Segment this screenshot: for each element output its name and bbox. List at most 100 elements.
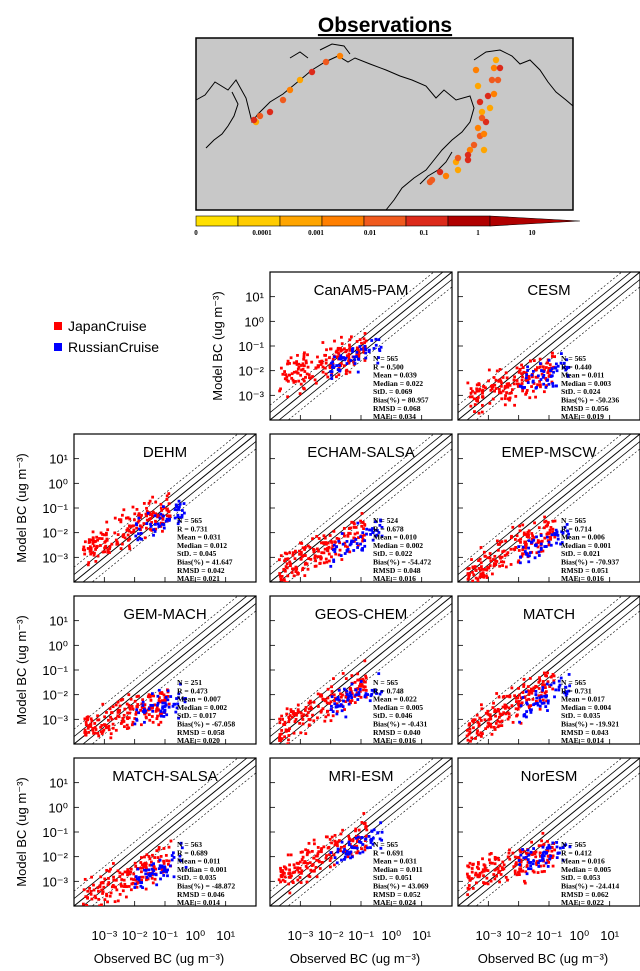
data-point-japan (102, 533, 106, 537)
data-point-russian (524, 855, 528, 859)
data-point-russian (523, 550, 527, 553)
data-point-japan (116, 711, 120, 714)
colorbar-segment (321, 215, 365, 227)
data-point-japan (279, 866, 282, 870)
data-point-japan (108, 547, 112, 550)
data-point-japan (134, 712, 138, 716)
data-point-japan (496, 707, 500, 711)
legend: JapanCruise RussianCruise (54, 318, 159, 355)
data-point-russian (145, 876, 149, 879)
data-point-japan (467, 865, 471, 869)
data-point-russian (346, 698, 350, 702)
data-point-russian (148, 874, 152, 878)
cruise-track-point (480, 130, 488, 138)
data-point-japan (307, 373, 311, 377)
data-point-japan (356, 531, 359, 535)
data-point-russian (539, 548, 543, 551)
factor-line-upper (458, 758, 632, 899)
data-point-russian (523, 713, 527, 716)
data-point-russian (177, 696, 180, 700)
data-point-japan (499, 873, 503, 876)
factor-line-lower (466, 279, 640, 420)
data-point-japan (530, 840, 534, 844)
data-point-japan (517, 705, 521, 708)
data-point-russian (369, 841, 373, 844)
data-point-russian (343, 687, 346, 691)
data-point-russian (532, 703, 535, 707)
data-point-japan (167, 502, 171, 506)
data-point-japan (349, 335, 353, 339)
data-point-japan (140, 856, 143, 859)
data-point-japan (130, 723, 134, 727)
data-point-russian (531, 379, 535, 383)
data-point-russian (150, 863, 154, 867)
data-point-japan (145, 853, 149, 857)
y-axis-label: Model BC (ug m⁻³) (14, 777, 29, 886)
data-point-japan (133, 518, 136, 522)
panel-stat: Median = 0.012 (177, 541, 227, 550)
data-point-japan (108, 545, 112, 548)
data-point-japan (325, 348, 328, 352)
cruise-track-point (474, 82, 482, 90)
data-point-japan (531, 851, 535, 855)
data-point-russian (158, 516, 162, 520)
data-point-japan (160, 699, 164, 703)
data-point-japan (150, 521, 154, 524)
data-point-japan (483, 568, 487, 571)
data-point-japan (540, 690, 544, 694)
panel-title: MRI-ESM (329, 768, 394, 785)
data-point-russian (335, 712, 339, 716)
data-point-japan (152, 511, 155, 515)
data-point-russian (556, 852, 560, 855)
data-point-japan (550, 849, 554, 853)
data-point-japan (363, 332, 367, 335)
data-point-japan (287, 729, 291, 733)
data-point-japan (143, 855, 146, 859)
data-point-russian (332, 543, 336, 547)
data-point-japan (363, 845, 367, 849)
data-point-japan (468, 395, 472, 399)
data-point-japan (475, 865, 479, 869)
data-point-russian (158, 858, 162, 862)
data-point-russian (545, 682, 549, 686)
data-point-japan (99, 730, 103, 734)
data-point-japan (104, 531, 108, 535)
data-point-japan (122, 713, 126, 717)
data-point-japan (83, 731, 87, 734)
data-point-russian (171, 851, 175, 855)
data-point-japan (518, 368, 522, 372)
data-point-japan (285, 707, 289, 711)
data-point-japan (147, 855, 151, 858)
data-point-russian (525, 710, 528, 713)
data-point-japan (306, 353, 309, 357)
data-point-japan (520, 701, 524, 705)
data-point-russian (140, 537, 143, 541)
data-point-japan (299, 731, 303, 735)
data-point-japan (101, 890, 105, 894)
data-point-japan (299, 550, 303, 554)
data-point-japan (547, 535, 551, 539)
data-point-japan (346, 545, 349, 549)
y-tick-label: 10⁻³ (42, 712, 68, 727)
data-point-japan (91, 728, 95, 732)
data-point-japan (300, 869, 304, 873)
data-point-japan (131, 720, 135, 724)
data-point-russian (135, 718, 139, 722)
factor-line-upper-dotted (74, 434, 239, 568)
data-point-russian (537, 554, 541, 557)
data-point-japan (338, 548, 342, 552)
data-point-japan (314, 564, 318, 568)
cruise-track-point (478, 108, 486, 116)
data-point-japan (547, 366, 551, 370)
data-point-japan (523, 879, 526, 883)
data-point-russian (152, 528, 155, 532)
data-point-japan (150, 512, 154, 516)
cruise-track-point (484, 92, 492, 100)
data-point-japan (96, 731, 100, 735)
data-point-japan (333, 339, 336, 343)
data-point-japan (545, 384, 548, 388)
data-point-japan (337, 537, 341, 541)
panel-stat: RMSD = 0.062 (561, 890, 609, 899)
panel-stat: Mean = 0.010 (373, 533, 417, 542)
data-point-japan (466, 577, 470, 581)
